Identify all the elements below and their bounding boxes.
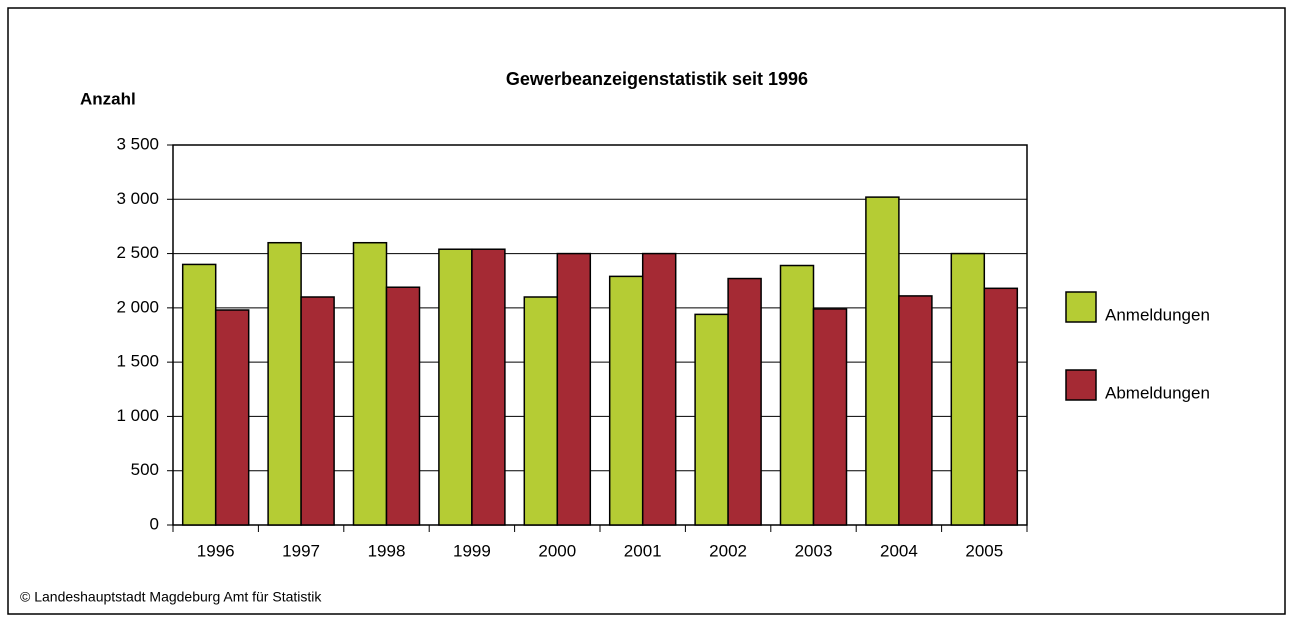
bar — [523, 296, 559, 526]
x-tick-label: 1997 — [282, 541, 320, 560]
y-tick-label: 500 — [131, 460, 159, 479]
bar — [214, 309, 250, 526]
y-tick-label: 3 000 — [116, 189, 159, 208]
bar — [438, 248, 473, 526]
x-tick-label: 1998 — [368, 541, 406, 560]
x-tick-label: 1999 — [453, 541, 491, 560]
bar — [983, 287, 1019, 526]
x-tick-label: 2002 — [709, 541, 747, 560]
legend-swatch — [1065, 369, 1097, 401]
bar — [694, 313, 729, 526]
x-tick-label: 2003 — [795, 541, 833, 560]
bar — [812, 308, 848, 526]
bar — [641, 252, 677, 526]
bar — [608, 275, 644, 526]
legend-swatch — [1065, 291, 1097, 323]
x-tick-label: 2000 — [538, 541, 576, 560]
bar — [267, 241, 302, 526]
bar — [898, 295, 933, 526]
x-tick-label: 2001 — [624, 541, 662, 560]
y-tick-label: 2 500 — [116, 243, 159, 262]
bar — [865, 196, 900, 526]
legend-label: Anmeldungen — [1105, 305, 1210, 324]
y-tick-label: 2 000 — [116, 297, 159, 316]
bar — [385, 286, 421, 526]
footer: © Landeshauptstadt Magdeburg Amt für Sta… — [20, 589, 322, 605]
x-tick-label: 1996 — [197, 541, 235, 560]
bar — [471, 248, 506, 526]
bar — [300, 296, 335, 526]
bar — [779, 264, 815, 526]
legend-label: Abmeldungen — [1105, 383, 1210, 402]
bar — [181, 263, 217, 526]
x-tick-label: 2005 — [965, 541, 1003, 560]
chart-title: Gewerbeanzeigenstatistik seit 1996 — [506, 69, 808, 89]
y-tick-label: 3 500 — [116, 134, 159, 153]
y-tick-label: 1 000 — [116, 406, 159, 425]
bar — [556, 252, 592, 526]
y-tick-label: 0 — [150, 514, 159, 533]
bar — [950, 252, 986, 526]
x-tick-label: 2004 — [880, 541, 918, 560]
bar — [352, 241, 388, 526]
y-axis-label: Anzahl — [80, 89, 136, 108]
bar — [727, 277, 762, 526]
y-tick-label: 1 500 — [116, 352, 159, 371]
